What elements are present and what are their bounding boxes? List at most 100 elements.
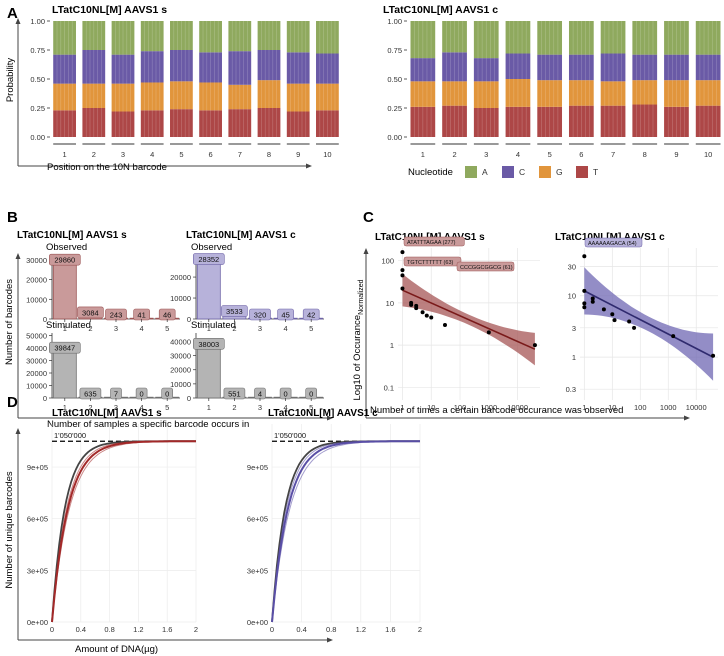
- bar-value-label: 0: [309, 390, 313, 399]
- bar-segment-T: [316, 110, 339, 137]
- bar: [52, 259, 77, 320]
- legend-label-G: G: [556, 167, 563, 177]
- scatter-point: [532, 343, 537, 348]
- x-tick-label: 9: [674, 150, 678, 159]
- bar: [196, 343, 221, 399]
- x-tick-label: 3: [484, 150, 488, 159]
- x-tick-label: 2: [232, 324, 236, 333]
- panel-a-xlabel: Position on the 10N barcode: [47, 162, 167, 173]
- y-tick-label: 0.00: [30, 133, 45, 142]
- y-tick-label: 0.00: [387, 133, 402, 142]
- legend-label-T: T: [593, 167, 598, 177]
- bar-segment-G: [286, 83, 310, 112]
- bar-segment-C: [664, 54, 689, 81]
- bar-value-label: 7: [114, 390, 118, 399]
- x-tick-label: 9: [296, 150, 300, 159]
- asymptote-label: 1'050'000: [274, 431, 306, 440]
- scatter-point: [409, 302, 414, 307]
- y-tick-label: 0.75: [30, 46, 45, 55]
- y-tick-label: 9e+05: [27, 463, 48, 472]
- panel-letter-A: A: [7, 5, 18, 22]
- bar-segment-G: [82, 83, 106, 108]
- y-tick-label: 1: [572, 353, 576, 362]
- x-tick-label: 1: [63, 403, 67, 412]
- curve-red_lower: [51, 440, 196, 623]
- scatter-point: [400, 250, 405, 255]
- x-tick-label: 10000: [507, 403, 528, 412]
- legend-label-A: A: [482, 167, 488, 177]
- scatter-point: [420, 310, 425, 315]
- bar-value-label: 28352: [198, 255, 219, 264]
- bar-segment-C: [140, 51, 164, 83]
- panel-a-title-s: LTatC10NL[M] AAVS1 s: [52, 4, 167, 16]
- curve-red_upper: [51, 440, 196, 623]
- panel-letter-B: B: [7, 209, 18, 226]
- barcode-label-badge: [403, 236, 465, 247]
- y-tick-label: 30000: [170, 352, 191, 361]
- scatter-point: [400, 273, 405, 278]
- y-tick-label: 10000: [26, 382, 47, 391]
- x-tick-label: 1.2: [356, 625, 366, 634]
- bar-segment-T: [257, 108, 281, 137]
- scatter-point: [590, 296, 595, 301]
- bar: [196, 259, 221, 320]
- bar-segment-G: [170, 81, 193, 110]
- bar-segment-A: [568, 21, 594, 55]
- panel-d-title-s: LTatC10NL[M] AAVS1 s: [52, 408, 162, 419]
- bar-segment-C: [442, 52, 467, 82]
- bar-value-label: 3533: [226, 307, 243, 316]
- bar-segment-A: [53, 21, 76, 55]
- panel-b: LTatC10NL[M] AAVS1 s LTatC10NL[M] AAVS1 …: [4, 230, 333, 430]
- y-tick-label: 40000: [170, 337, 191, 346]
- panel-d: LTatC10NL[M] AAVS1 s LTatC10NL[M] AAVS1 …: [4, 408, 422, 655]
- panel-c-ylabel: Log10 of OccuranceNormalized: [352, 279, 365, 400]
- fit-line: [583, 290, 714, 358]
- bar-segment-G: [111, 83, 135, 112]
- x-tick-label: 1.6: [162, 625, 172, 634]
- bar-segment-C: [632, 54, 658, 81]
- y-tick-label: 30: [568, 262, 576, 271]
- x-tick-label: 3: [258, 324, 262, 333]
- panel-b-x-arrowhead: [327, 415, 333, 421]
- barcode-label: AAAAAAGACA (54): [588, 241, 637, 247]
- bar-segment-C: [410, 58, 436, 82]
- x-tick-label: 10: [608, 403, 616, 412]
- bar-segment-T: [111, 111, 135, 137]
- bar-segment-C: [53, 54, 76, 84]
- bar-segment-G: [442, 81, 467, 106]
- x-tick-label: 0.4: [76, 625, 86, 634]
- y-tick-label: 0: [43, 315, 47, 324]
- bar-segment-T: [600, 105, 626, 137]
- bar-segment-A: [473, 21, 499, 59]
- x-tick-label: 100: [634, 403, 647, 412]
- bar-segment-C: [199, 52, 222, 83]
- bar-value-label: 29860: [54, 256, 75, 265]
- panel-b-stimulated-label-s: Stimulated: [46, 320, 91, 331]
- scatter-point: [601, 307, 606, 312]
- x-tick-label: 3: [114, 324, 118, 333]
- bar-value-badge: [193, 338, 225, 350]
- y-tick-label: 0: [43, 394, 47, 403]
- x-tick-label: 100: [454, 403, 467, 412]
- barcode-label: ATATTTAGAA (277): [407, 240, 456, 246]
- scatter-point: [582, 254, 587, 259]
- bar-value-label: 41: [137, 311, 145, 320]
- bar-segment-T: [664, 106, 689, 137]
- x-tick-label: 1000: [660, 403, 677, 412]
- bar-segment-C: [111, 54, 135, 84]
- x-tick-label: 2: [88, 403, 92, 412]
- x-tick-label: 4: [516, 150, 520, 159]
- bar-segment-C: [505, 53, 531, 79]
- bar-segment-G: [228, 84, 252, 110]
- curve-blue: [271, 440, 420, 623]
- legend-swatch-A: [465, 166, 477, 178]
- bar-segment-C: [257, 50, 281, 81]
- y-tick-label: 3: [572, 324, 576, 333]
- bar-value-label: 0: [140, 390, 144, 399]
- x-tick-label: 0.8: [104, 625, 114, 634]
- curve-grey: [51, 440, 196, 623]
- x-tick-label: 5: [179, 150, 183, 159]
- bar-segment-A: [537, 21, 563, 55]
